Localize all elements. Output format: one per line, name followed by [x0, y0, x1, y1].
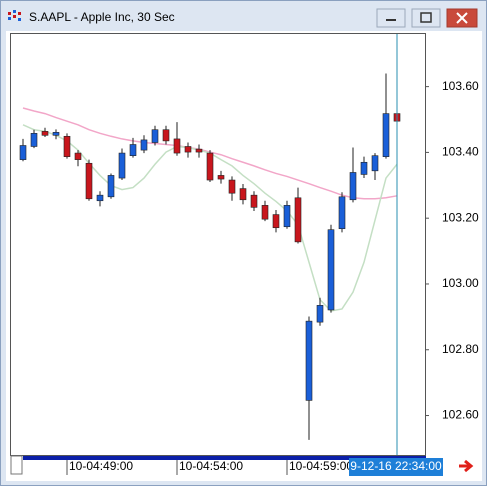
candle-body: [294, 197, 302, 243]
cursor-label-bg: [349, 458, 443, 476]
y-tick-label: 102.80: [442, 342, 479, 356]
candle-body: [261, 205, 269, 220]
cursor-label: 9-12-16 22:34:00: [350, 459, 442, 473]
time-axis-area: [10, 456, 426, 476]
candle-body: [349, 172, 357, 201]
candle-body: [140, 139, 148, 151]
candle-body: [63, 135, 71, 157]
candle-body: [217, 175, 225, 180]
candle-body: [360, 161, 368, 175]
y-tick-label: 103.00: [442, 276, 479, 290]
candle-body: [239, 188, 247, 201]
candle-body: [151, 129, 159, 143]
candle-body: [327, 229, 335, 311]
window-title: S.AAPL - Apple Inc, 30 Sec: [29, 10, 175, 24]
candle-body: [19, 145, 27, 160]
candle-body: [250, 194, 258, 208]
candle-body: [30, 133, 38, 147]
maximize-button[interactable]: [411, 8, 441, 28]
candle-body: [272, 214, 280, 229]
candle-body: [338, 196, 346, 230]
candle-body: [41, 131, 49, 136]
y-tick-label: 103.20: [442, 210, 479, 224]
candle-body: [118, 152, 126, 179]
scroll-right-arrow[interactable]: [459, 459, 474, 473]
plot-area: [10, 33, 426, 456]
candle-body: [228, 179, 236, 194]
candle-body: [74, 152, 82, 160]
candle-body: [85, 162, 93, 200]
scroll-handle[interactable]: [10, 455, 23, 475]
candle-body: [382, 113, 390, 157]
candle-body: [129, 144, 137, 156]
chart: 102.60 102.80 103.00 103.20 103.40 103.60 10-0…: [19, 34, 479, 476]
y-tick-label: 103.40: [442, 145, 479, 159]
x-tick-label: 10-04:49:00: [69, 459, 133, 473]
candle-body: [173, 138, 181, 154]
candle-body: [52, 132, 60, 136]
candle-body: [162, 129, 170, 142]
y-tick-label: 103.60: [442, 79, 479, 93]
candle-body: [96, 194, 104, 202]
scroll-bar[interactable]: [23, 456, 426, 460]
candle-body: [206, 152, 214, 181]
candle-body: [184, 146, 192, 153]
app-icon: [8, 10, 21, 21]
candle-body: [316, 305, 324, 323]
candle-body: [195, 148, 203, 153]
candle-body: [283, 205, 291, 228]
y-tick-label: 102.60: [442, 408, 479, 422]
minimize-button[interactable]: [376, 8, 406, 28]
candle-body: [305, 320, 313, 401]
x-tick-label: 10-04:54:00: [179, 459, 243, 473]
x-tick-label: 10-04:59:00: [289, 459, 353, 473]
close-button[interactable]: [446, 8, 478, 28]
candle-body: [107, 175, 115, 198]
candle-body: [371, 155, 379, 172]
